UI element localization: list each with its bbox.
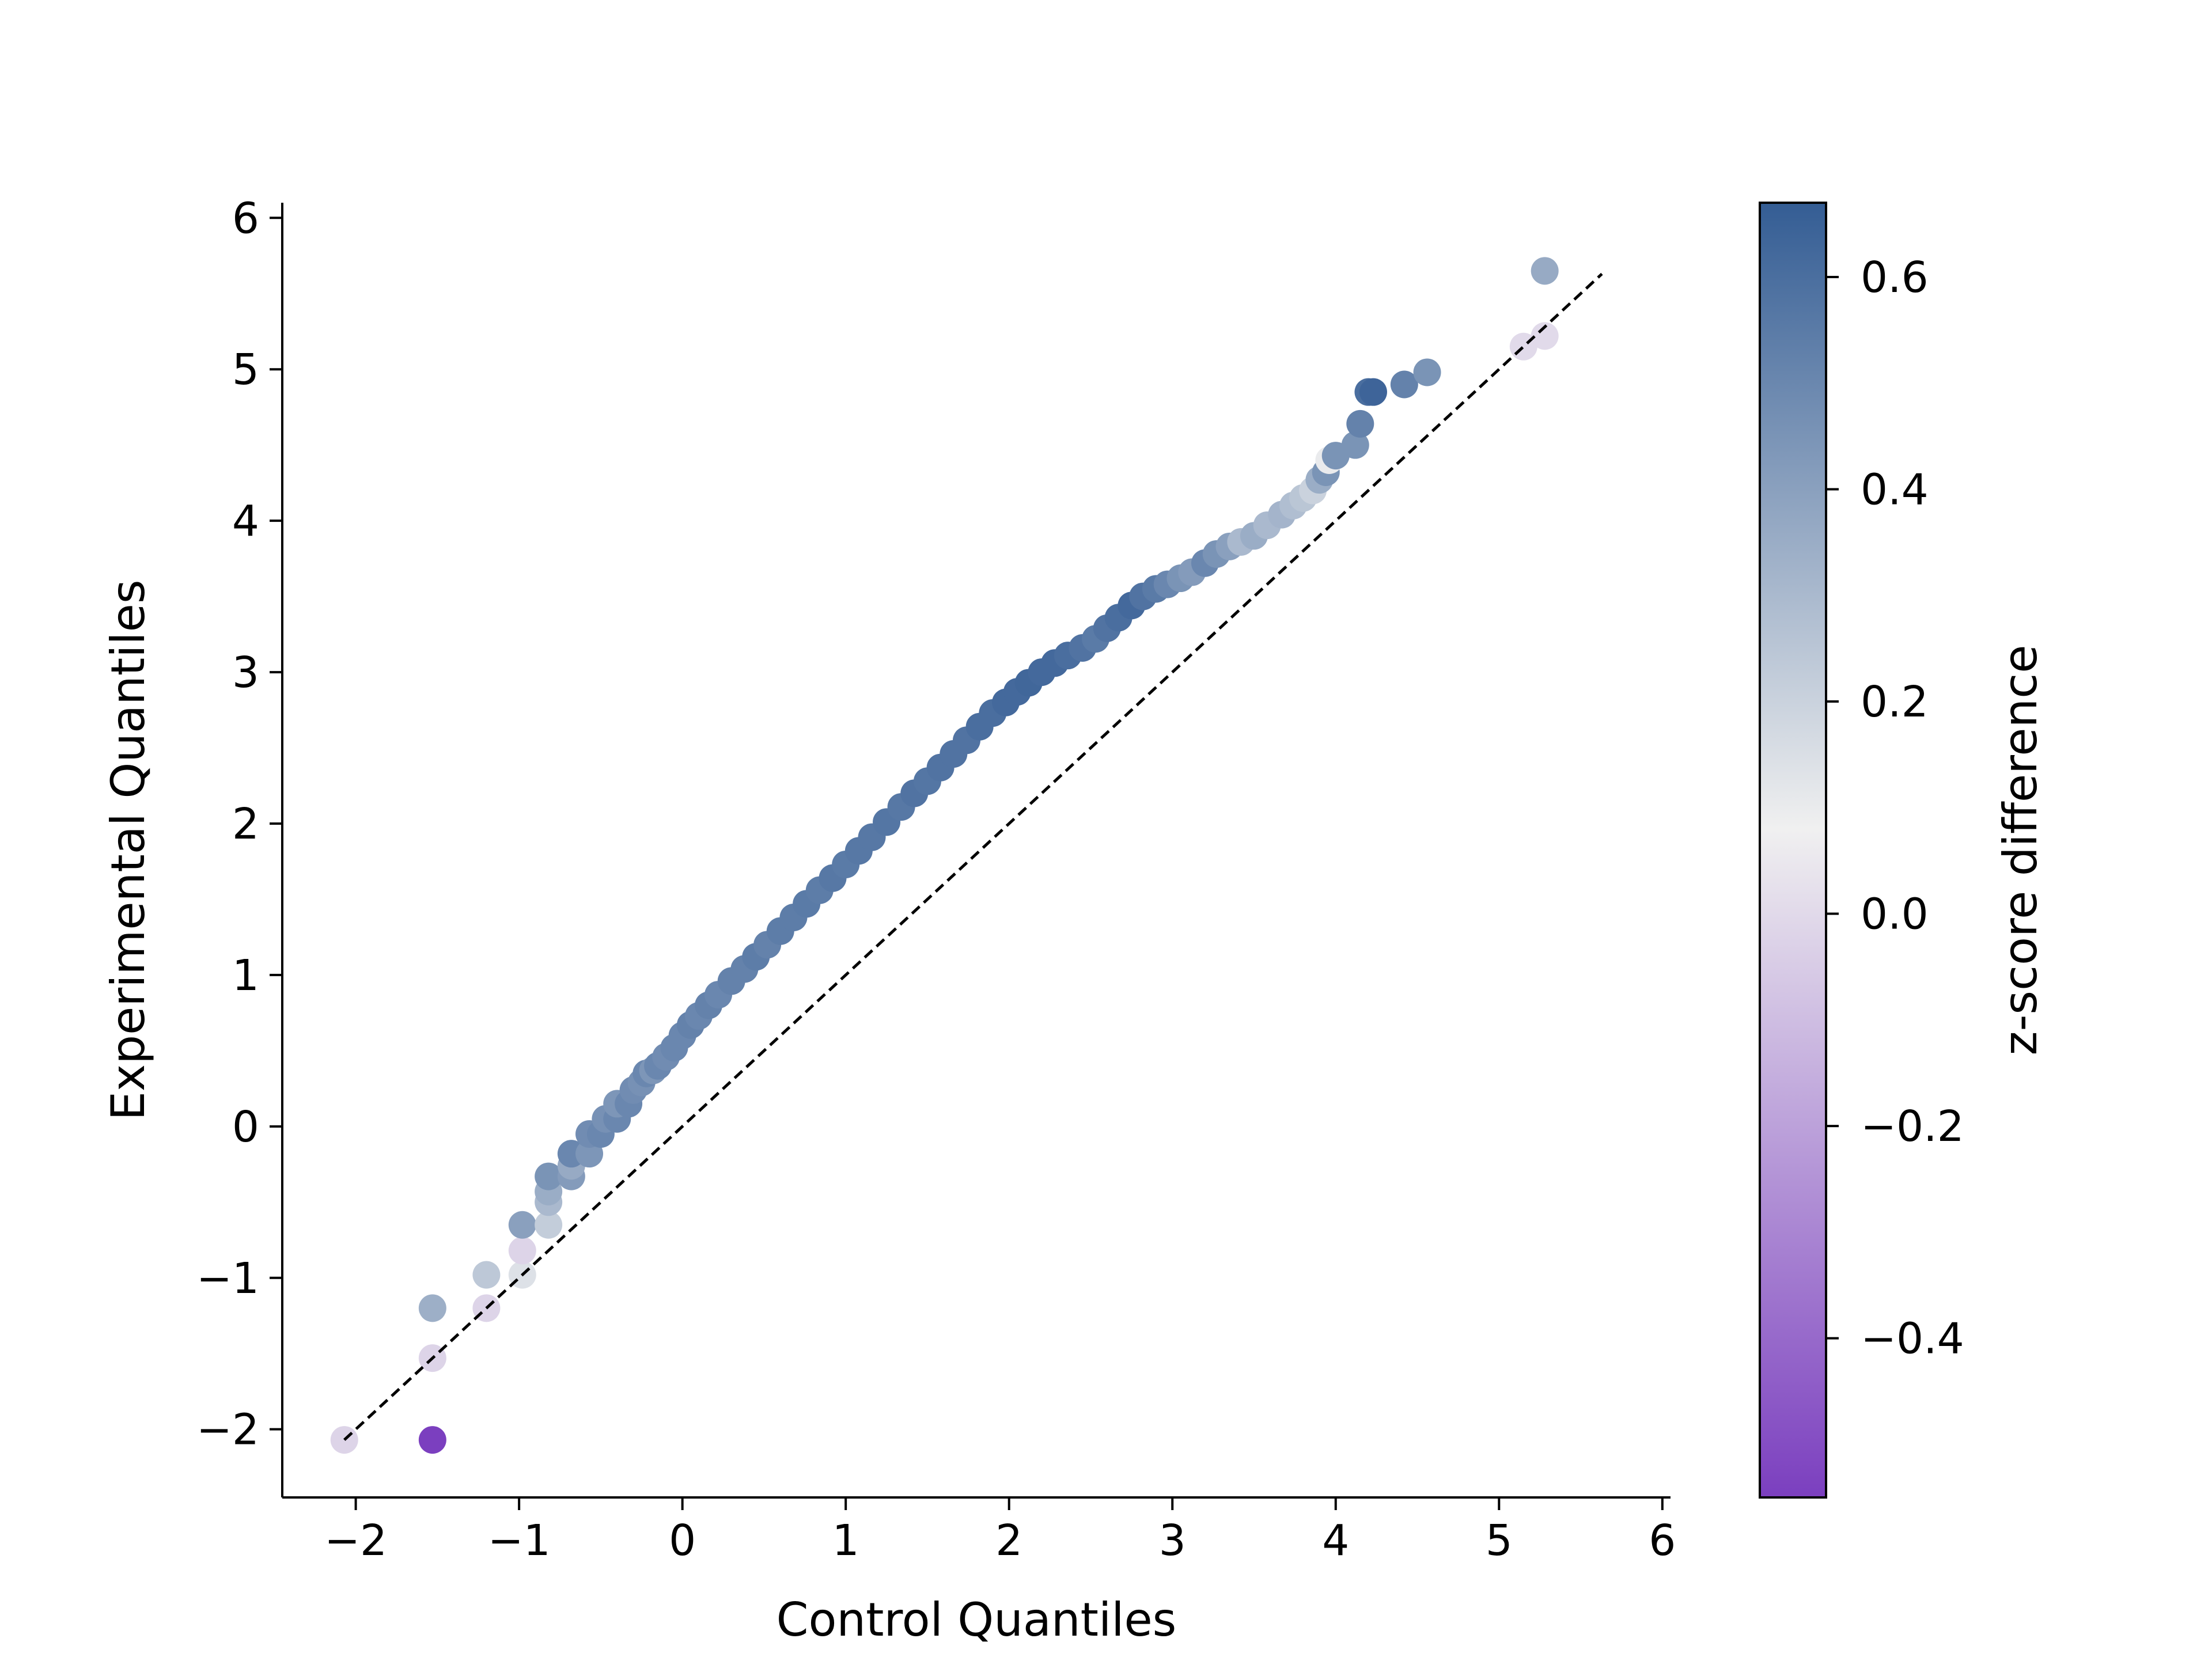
- colorbar-label: z-score difference: [1994, 645, 2047, 1056]
- y-tick-label: 5: [232, 345, 259, 395]
- data-point: [418, 1294, 446, 1322]
- data-point: [1390, 370, 1418, 399]
- x-tick-label: −2: [324, 1516, 387, 1565]
- x-tick-label: 5: [1486, 1516, 1513, 1565]
- data-point: [1346, 409, 1374, 438]
- colorbar-gradient: [1759, 202, 1827, 1499]
- data-point: [535, 1162, 563, 1190]
- colorbar-tick-label: 0.0: [1861, 890, 1929, 939]
- colorbar-tick-label: −0.2: [1861, 1102, 1964, 1151]
- x-tick-label: 0: [669, 1516, 696, 1565]
- x-tick-label: 4: [1322, 1516, 1349, 1565]
- x-axis-ticks: −2 −1 0 1 2 3 4 5 6: [324, 1497, 1676, 1565]
- scatter-points: [330, 257, 1559, 1454]
- colorbar-tick-label: 0.2: [1861, 677, 1929, 727]
- y-tick-label: 1: [232, 951, 259, 1000]
- data-point: [418, 1426, 446, 1454]
- data-point: [508, 1237, 536, 1265]
- colorbar: −0.4 −0.2 0.0 0.2 0.4 0.6: [1759, 202, 1964, 1499]
- colorbar-tick-label: 0.6: [1861, 253, 1929, 302]
- data-point: [1531, 257, 1559, 285]
- x-tick-label: 2: [995, 1516, 1022, 1565]
- x-tick-label: 1: [832, 1516, 859, 1565]
- y-tick-label: −2: [196, 1405, 259, 1455]
- y-tick-label: 2: [232, 799, 259, 849]
- data-point: [508, 1211, 536, 1239]
- data-point: [472, 1261, 501, 1289]
- x-tick-label: 3: [1159, 1516, 1186, 1565]
- y-tick-label: 0: [232, 1102, 259, 1152]
- y-tick-label: 3: [232, 648, 259, 697]
- reference-line-layer: [343, 272, 1603, 1441]
- colorbar-tick-label: 0.4: [1861, 465, 1929, 515]
- data-point: [1359, 378, 1387, 406]
- data-point: [1341, 431, 1369, 459]
- y-tick-label: 6: [232, 194, 259, 243]
- x-tick-label: 6: [1649, 1516, 1676, 1565]
- x-axis-label: Control Quantiles: [777, 1593, 1177, 1647]
- data-point: [1413, 358, 1441, 386]
- y-tick-label: −1: [196, 1254, 259, 1303]
- y-axis-ticks: −2 −1 0 1 2 3 4 5 6: [196, 194, 282, 1455]
- reference-line: [343, 272, 1603, 1441]
- y-tick-label: 4: [232, 496, 259, 546]
- data-point: [535, 1211, 563, 1239]
- data-point: [1531, 322, 1559, 350]
- colorbar-tick-label: −0.4: [1861, 1314, 1964, 1364]
- x-tick-label: −1: [488, 1516, 551, 1565]
- axes: [281, 203, 1671, 1499]
- y-axis-label: Experimental Quantiles: [101, 579, 155, 1120]
